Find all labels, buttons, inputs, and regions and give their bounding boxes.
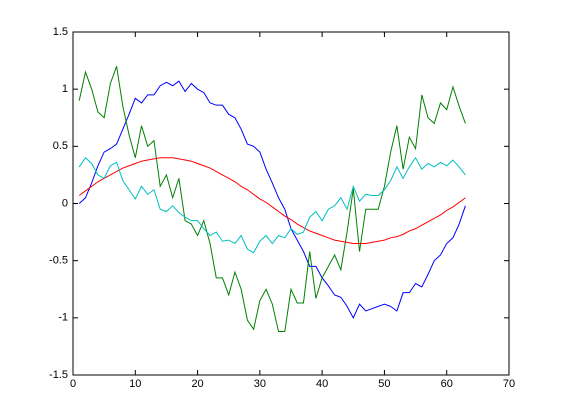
x-tick-label: 50 — [378, 378, 390, 390]
x-tick-label: 30 — [254, 378, 266, 390]
x-tick-label: 60 — [441, 378, 453, 390]
x-tick-label: 10 — [129, 378, 141, 390]
x-tick-label: 0 — [70, 378, 76, 390]
data-line — [78, 156, 466, 254]
y-tick-label: 0.5 — [53, 140, 68, 152]
x-tick-label: 70 — [503, 378, 515, 390]
y-tick-label: -1 — [58, 312, 68, 324]
y-tick-label: -1.5 — [49, 369, 68, 381]
y-tick-label: -0.5 — [49, 255, 68, 267]
y-tick-label: 1 — [62, 83, 68, 95]
y-tick-label: 1.5 — [53, 26, 68, 38]
plot-area — [72, 31, 510, 376]
data-line — [78, 157, 466, 245]
data-line — [78, 66, 466, 333]
y-tick-label: 0 — [62, 197, 68, 209]
x-tick-label: 40 — [316, 378, 328, 390]
data-line — [78, 80, 466, 319]
x-tick-label: 20 — [191, 378, 203, 390]
